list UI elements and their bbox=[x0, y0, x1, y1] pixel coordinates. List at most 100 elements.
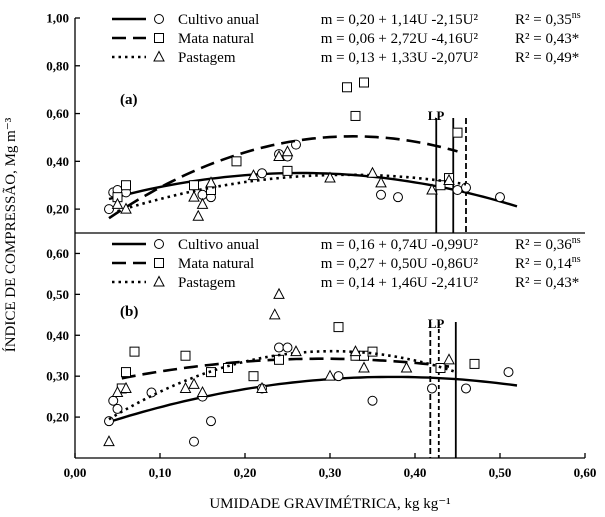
y-tick-label: 0,40 bbox=[46, 154, 69, 169]
data-point bbox=[120, 202, 132, 214]
x-tick-label: 0,60 bbox=[574, 465, 597, 480]
lp-label: LP bbox=[428, 316, 445, 331]
data-point bbox=[427, 383, 437, 394]
legend-equation: m = 0,06 + 2,72U -4,16U² bbox=[321, 31, 479, 47]
series-pastagem bbox=[111, 145, 467, 221]
legend-marker bbox=[153, 275, 165, 287]
data-point bbox=[180, 350, 191, 361]
fit-curve bbox=[108, 375, 518, 424]
legend-entry: Cultivo anual m = 0,16 + 0,74U -0,99U² bbox=[112, 237, 478, 253]
y-axis-title: ÍNDICE DE COMPRESSÃO, Mg m⁻³ bbox=[2, 117, 19, 352]
legend-entry: Cultivo anual m = 0,20 + 1,14U -2,15U² bbox=[112, 12, 478, 28]
y-tick-label: 1,00 bbox=[46, 11, 69, 26]
legend-equation: m = 0,27 + 0,50U -0,86U² bbox=[321, 256, 479, 272]
data-point bbox=[443, 173, 455, 185]
panel-b: 0,20 0,30 0,40 0,50 0,60 (b) LP Cultivo anual m … bbox=[46, 233, 518, 458]
series-pastagem bbox=[103, 287, 458, 447]
legend-r2: R² = 0,43* bbox=[515, 275, 579, 291]
data-point bbox=[206, 416, 216, 427]
data-point bbox=[349, 345, 362, 357]
y-tick-label: 0,80 bbox=[46, 58, 69, 73]
legend-r2: R² = 0,49* bbox=[515, 50, 579, 66]
data-point bbox=[129, 346, 140, 357]
data-point bbox=[282, 342, 293, 353]
data-point bbox=[333, 322, 344, 333]
legend-series-name: Pastagem bbox=[178, 50, 236, 66]
data-point bbox=[189, 436, 199, 447]
fit-curve bbox=[108, 171, 518, 208]
legend-entry: Pastagem m = 0,14 + 1,46U -2,41U² bbox=[112, 275, 478, 291]
data-point bbox=[111, 197, 124, 209]
data-point bbox=[469, 358, 480, 369]
data-point bbox=[282, 165, 293, 176]
data-point bbox=[324, 369, 336, 381]
fit-curve bbox=[117, 173, 467, 213]
data-point bbox=[205, 176, 217, 188]
data-point bbox=[188, 190, 200, 202]
legend-marker bbox=[154, 258, 164, 268]
data-point bbox=[359, 77, 369, 88]
legend-series-name: Cultivo anual bbox=[178, 237, 259, 253]
data-point bbox=[112, 403, 123, 414]
data-point bbox=[495, 192, 505, 203]
legend-equation: m = 0,16 + 0,74U -0,99U² bbox=[321, 237, 479, 253]
data-point bbox=[273, 287, 285, 299]
data-point bbox=[196, 197, 209, 209]
legend-entry: Mata natural m = 0,27 + 0,50U -0,86U² bbox=[112, 256, 478, 272]
data-point bbox=[435, 180, 446, 191]
y-tick-label: 0,30 bbox=[46, 369, 69, 384]
series-mata-natural bbox=[108, 77, 463, 220]
data-point bbox=[358, 361, 370, 373]
x-axis-title: UMIDADE GRAVIMÉTRICA, kg kg⁻¹ bbox=[209, 495, 450, 512]
data-point bbox=[108, 395, 119, 406]
data-point bbox=[333, 371, 344, 382]
data-point bbox=[146, 387, 157, 398]
x-tick-label: 0,50 bbox=[489, 465, 512, 480]
data-point bbox=[324, 171, 336, 183]
legend-series-name: Cultivo anual bbox=[178, 12, 259, 28]
y-tick-label: 0,20 bbox=[46, 202, 69, 217]
y-tick-label: 0,60 bbox=[46, 246, 69, 261]
legend-entry: Mata natural m = 0,06 + 2,72U -4,16U² bbox=[112, 31, 478, 47]
data-point bbox=[452, 185, 463, 195]
data-point bbox=[376, 189, 386, 200]
data-point bbox=[281, 145, 294, 157]
data-point bbox=[426, 183, 438, 195]
legend-equation: m = 0,13 + 1,33U -2,07U² bbox=[321, 50, 479, 66]
data-point bbox=[274, 354, 284, 365]
data-point bbox=[461, 383, 471, 394]
data-point bbox=[443, 353, 455, 365]
fit-curve bbox=[121, 357, 450, 380]
data-point bbox=[257, 168, 267, 179]
data-point bbox=[256, 381, 268, 393]
data-point bbox=[342, 82, 352, 93]
x-tick-label: 0,40 bbox=[404, 465, 427, 480]
data-point bbox=[103, 435, 115, 447]
fit-curve bbox=[108, 349, 458, 421]
data-point bbox=[367, 346, 378, 357]
data-point bbox=[196, 385, 209, 398]
legend-entry: Pastagem m = 0,13 + 1,33U -2,07U² bbox=[112, 50, 478, 66]
x-tick-label: 0,00 bbox=[64, 465, 87, 480]
data-point bbox=[367, 395, 378, 406]
y-tick-label: 0,60 bbox=[46, 106, 69, 121]
data-point bbox=[121, 180, 131, 191]
data-point bbox=[188, 377, 200, 389]
data-point bbox=[452, 127, 463, 138]
data-point bbox=[104, 204, 114, 215]
data-point bbox=[120, 381, 132, 393]
panel-label: (a) bbox=[120, 92, 138, 108]
legend-r2: R² = 0,14ns bbox=[515, 254, 581, 272]
data-point bbox=[189, 180, 199, 191]
data-point bbox=[375, 176, 387, 188]
legend-marker bbox=[153, 50, 165, 62]
y-tick-label: 0,40 bbox=[46, 328, 69, 343]
data-point bbox=[192, 209, 205, 221]
data-point bbox=[273, 149, 285, 162]
data-point bbox=[290, 345, 302, 357]
y-tick-label: 0,20 bbox=[46, 410, 69, 425]
lp-label: LP bbox=[428, 108, 445, 123]
data-point bbox=[231, 156, 242, 167]
panel-a: 0,20 0,40 0,60 0,80 1,00 (a) LP Cultivo anual m … bbox=[46, 11, 518, 233]
